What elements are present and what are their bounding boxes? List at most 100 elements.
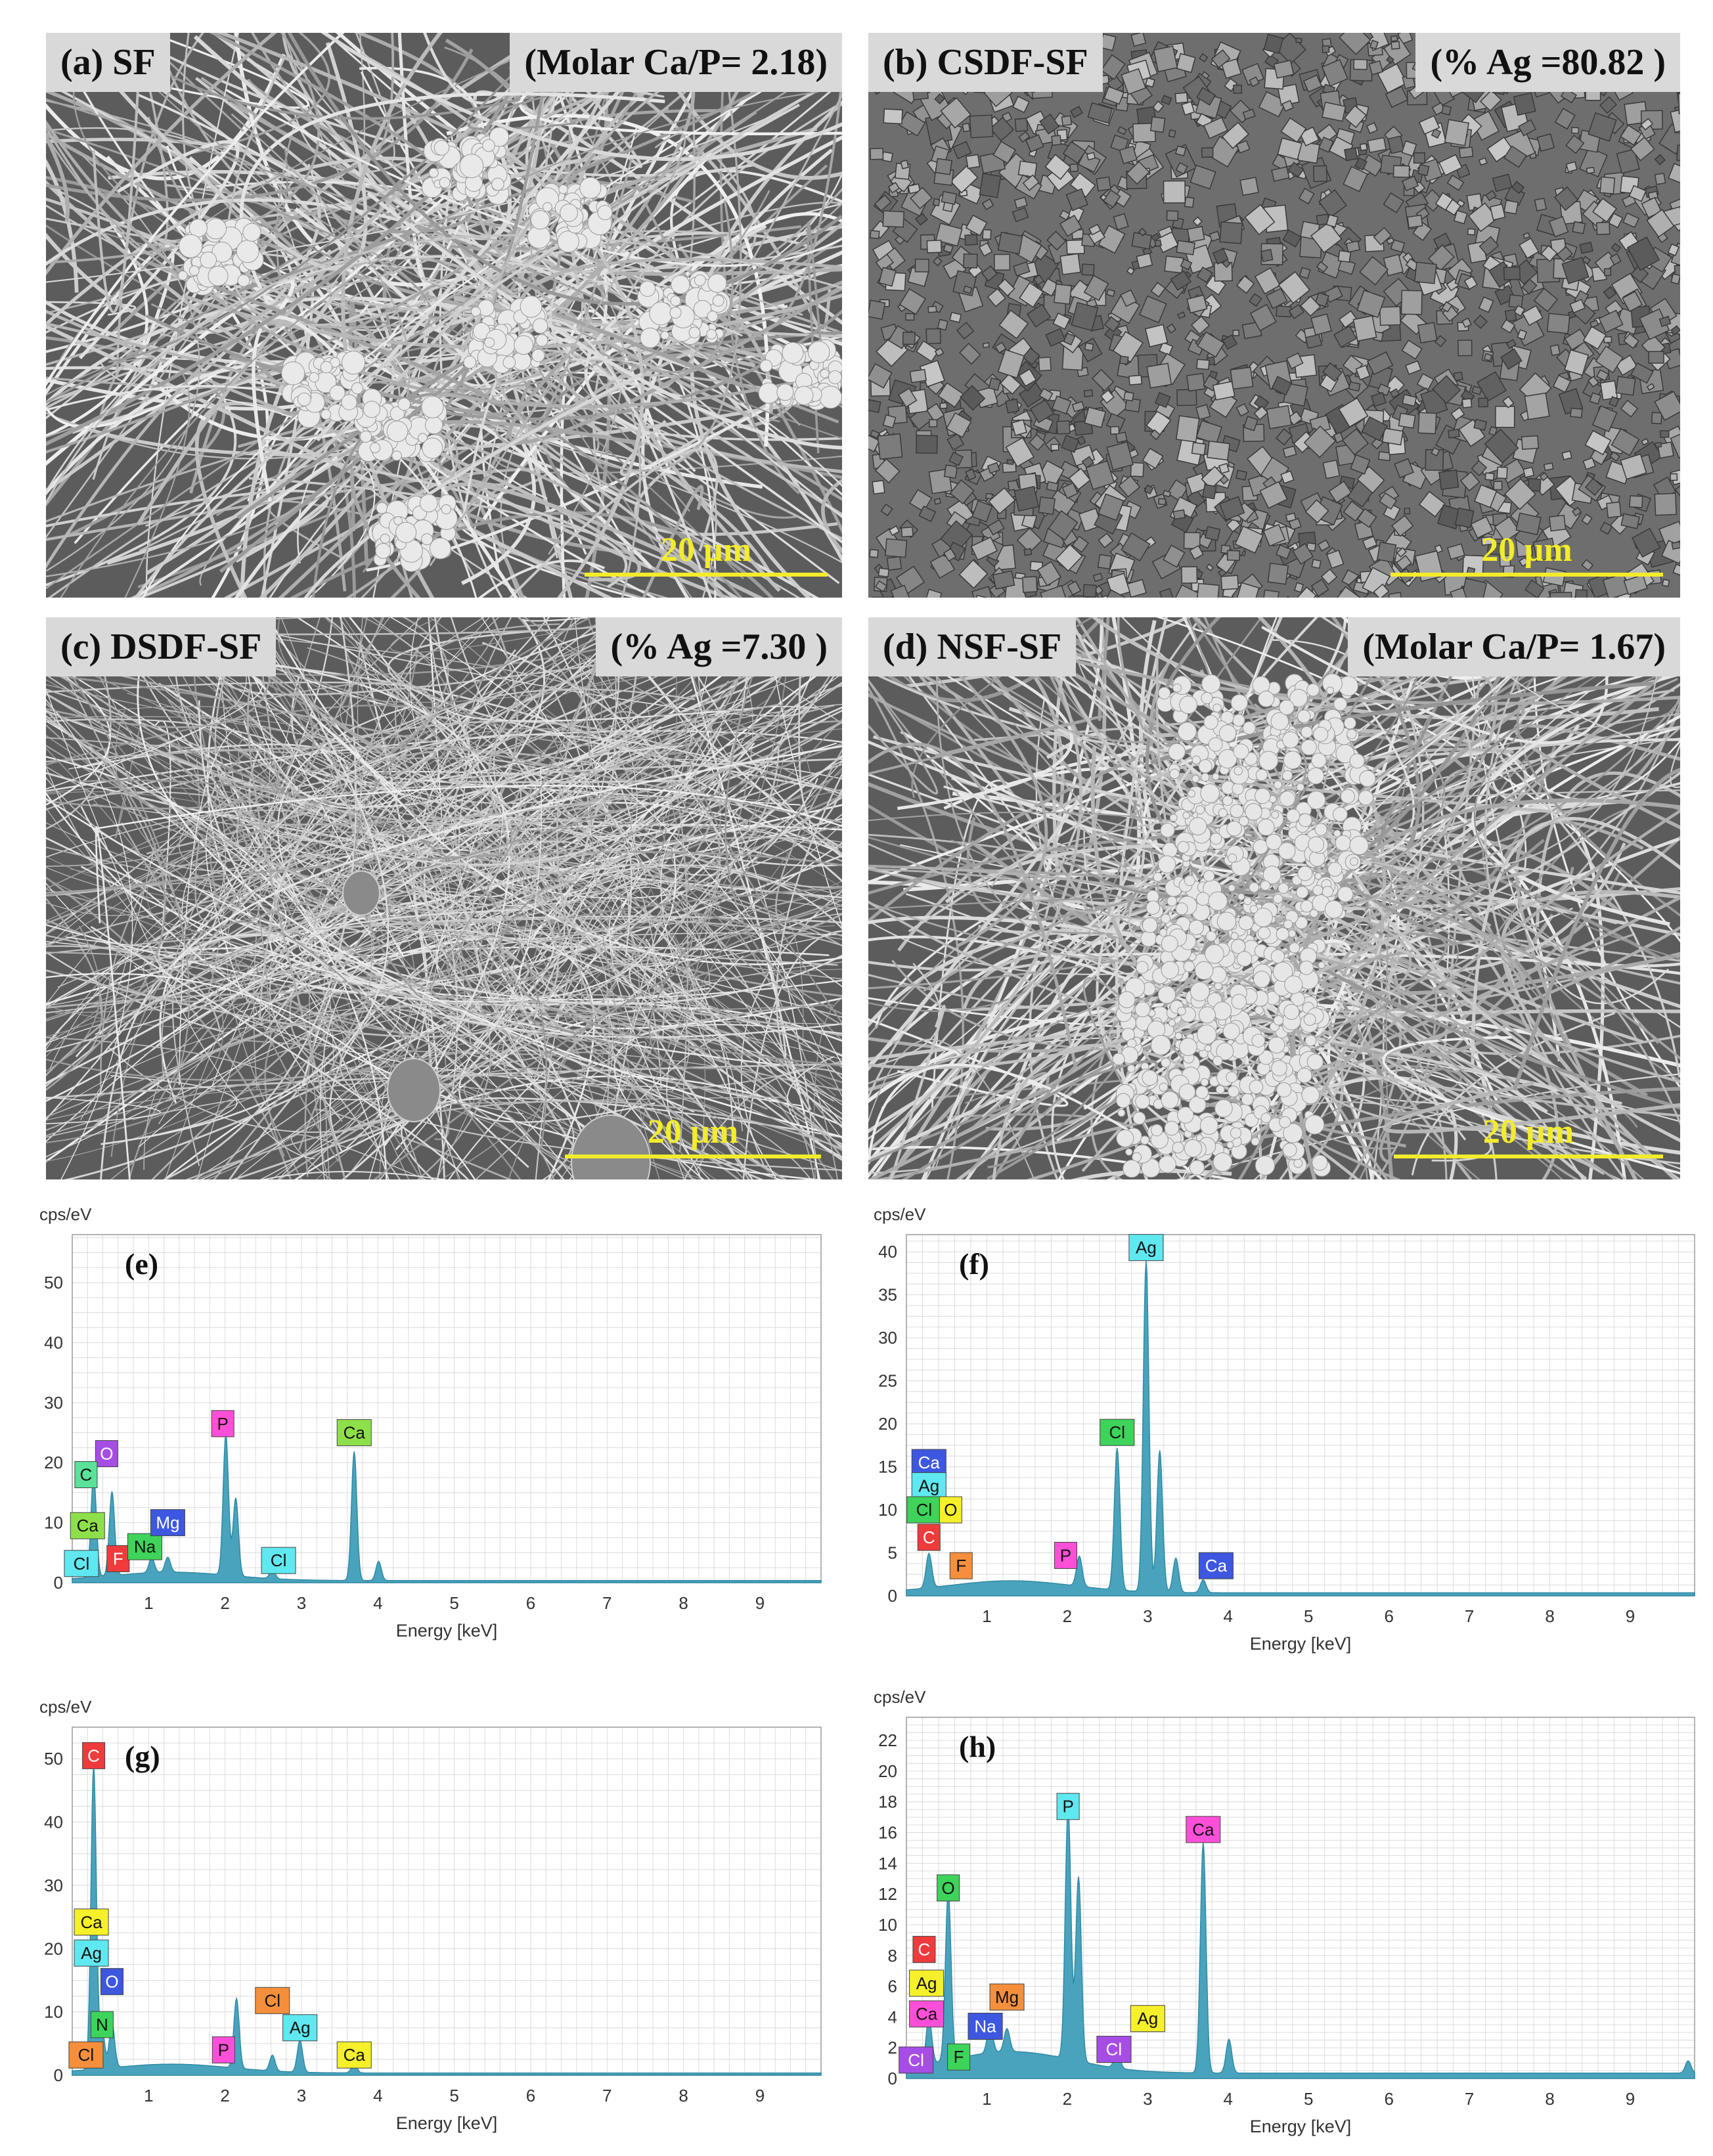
panel-label: (a) SF bbox=[46, 33, 170, 92]
element-label: C bbox=[917, 1524, 941, 1551]
plot-frame bbox=[906, 1717, 1695, 2079]
eds-chart-f: 1 2 3 4 5 6 7 8 9 0 5 10 15 20 25 30 35 40 cps/eV Energy [k… bbox=[854, 1195, 1701, 1668]
element-label: Cl bbox=[1096, 2036, 1132, 2063]
element-label-box bbox=[911, 1449, 946, 1476]
x-tick-label: 5 bbox=[449, 2086, 458, 2105]
y-tick-label: 15 bbox=[878, 1457, 897, 1477]
x-tick-label: 7 bbox=[602, 2086, 612, 2105]
y-tick-label: 10 bbox=[44, 2002, 63, 2022]
y-tick-label: 4 bbox=[888, 2007, 897, 2027]
x-tick-label: 4 bbox=[373, 1593, 382, 1613]
y-tick-label: 20 bbox=[878, 1414, 897, 1434]
element-label-text: Cl bbox=[1106, 2040, 1123, 2059]
y-tick-label: 30 bbox=[44, 1876, 63, 1895]
element-label-text: Cl bbox=[74, 1554, 90, 1573]
sem-panel-b: (b) CSDF-SF (% Ag =80.82 ) 20 µm bbox=[868, 33, 1680, 598]
element-label-box bbox=[1100, 1419, 1135, 1446]
element-label: Ag bbox=[74, 1939, 109, 1967]
element-label: Mg bbox=[989, 1983, 1025, 2011]
element-label-text: O bbox=[944, 1500, 957, 1520]
element-label-box bbox=[947, 2043, 971, 2071]
y-tick-label: 50 bbox=[44, 1273, 63, 1292]
x-tick-label: 3 bbox=[297, 2086, 306, 2105]
element-label: Ag bbox=[1128, 1234, 1164, 1262]
x-tick-label: 1 bbox=[144, 1593, 153, 1613]
y-tick-label: 0 bbox=[888, 1586, 897, 1606]
x-tick-label: 4 bbox=[373, 2086, 382, 2105]
element-label-box bbox=[1186, 1816, 1221, 1843]
element-label-text: Ca bbox=[918, 1453, 941, 1472]
element-label: F bbox=[947, 2043, 971, 2071]
x-tick-label: 1 bbox=[982, 1606, 991, 1626]
scale-bar bbox=[565, 1155, 821, 1158]
panel-letter: (e) bbox=[125, 1247, 158, 1281]
panel-letter: (h) bbox=[959, 1730, 996, 1763]
element-label-text: Cl bbox=[271, 1551, 287, 1570]
scale-bar bbox=[585, 573, 828, 577]
element-label-box bbox=[909, 2000, 945, 2028]
element-label-box bbox=[150, 1509, 185, 1537]
spectrum-area bbox=[72, 1765, 822, 2076]
element-label-box bbox=[899, 2046, 934, 2074]
element-label-text: Ag bbox=[1137, 2009, 1158, 2029]
element-label-text: Ca bbox=[80, 1912, 102, 1932]
element-label: Ag bbox=[282, 2014, 318, 2042]
element-label-box bbox=[211, 2036, 235, 2063]
element-label-box bbox=[64, 1550, 99, 1577]
element-label: N bbox=[90, 2011, 114, 2038]
y-axis-label: cps/eV bbox=[39, 1697, 92, 1717]
element-label: Ca bbox=[1198, 1552, 1234, 1579]
y-tick-label: 0 bbox=[888, 2069, 897, 2088]
element-label-box bbox=[917, 1524, 941, 1551]
y-tick-label: 35 bbox=[878, 1285, 897, 1305]
element-label-box bbox=[336, 1419, 372, 1447]
panel-letter: (f) bbox=[959, 1247, 989, 1281]
element-label-box bbox=[939, 1496, 962, 1524]
element-label: Cl bbox=[899, 2046, 934, 2074]
element-label-box bbox=[68, 2041, 104, 2069]
eds-chart-e: 1 2 3 4 5 6 7 8 9 0 10 20 30 40 50 cps/eV Energy [keV] (e… bbox=[20, 1195, 828, 1655]
eds-svg-g: 1 2 3 4 5 6 7 8 9 0 10 20 30 40 50 cps/eV Energy [keV] (g… bbox=[39, 1697, 822, 2133]
element-label: C bbox=[82, 1742, 106, 1769]
y-tick-label: 0 bbox=[54, 1573, 63, 1593]
y-tick-label: 6 bbox=[888, 1977, 897, 1996]
spectrum-area bbox=[72, 1434, 822, 1583]
element-label-box bbox=[336, 2041, 372, 2069]
y-tick-label: 40 bbox=[44, 1332, 63, 1352]
element-label-text: C bbox=[80, 1465, 93, 1485]
eds-svg-h: 1 2 3 4 5 6 7 8 90246810121416182022cps/eVEnergy… bbox=[874, 1687, 1695, 2136]
element-label: Na bbox=[127, 1533, 163, 1560]
element-label: O bbox=[100, 1968, 123, 1995]
element-label-text: N bbox=[96, 2015, 108, 2035]
x-tick-label: 7 bbox=[1465, 1606, 1474, 1626]
element-label-text: Cl bbox=[908, 2050, 924, 2070]
y-tick-label: 20 bbox=[878, 1761, 897, 1781]
x-tick-label: 8 bbox=[1545, 2089, 1554, 2109]
element-label-box bbox=[74, 1461, 98, 1489]
x-axis-label: Energy [keV] bbox=[1250, 1634, 1352, 1654]
element-label-box bbox=[989, 1983, 1025, 2011]
scale-text: 20 µm bbox=[647, 1113, 739, 1151]
x-tick-label: 8 bbox=[679, 1593, 688, 1613]
element-label-text: C bbox=[918, 1939, 931, 1959]
element-label: Ag bbox=[911, 1472, 946, 1499]
scale-text: 20 µm bbox=[660, 531, 752, 569]
element-label: Cl bbox=[1100, 1419, 1135, 1446]
element-label-box bbox=[1198, 1552, 1234, 1579]
element-label-text: O bbox=[105, 1971, 118, 1991]
scale-bar bbox=[1390, 573, 1663, 577]
element-label-text: O bbox=[100, 1444, 113, 1464]
y-tick-label: 50 bbox=[44, 1749, 63, 1769]
x-tick-label: 5 bbox=[1304, 2089, 1313, 2109]
element-label: Ca bbox=[1186, 1816, 1221, 1843]
element-label-text: C bbox=[87, 1746, 100, 1765]
panel-info: (Molar Ca/P= 2.18) bbox=[510, 33, 842, 92]
element-label: P bbox=[1056, 1793, 1080, 1820]
panel-info: (% Ag =80.82 ) bbox=[1415, 33, 1680, 92]
element-label-box bbox=[127, 1533, 163, 1560]
scale-bar bbox=[1394, 1155, 1663, 1158]
element-label-text: Ca bbox=[916, 2004, 938, 2024]
element-label-box bbox=[100, 1968, 123, 1995]
y-tick-label: 22 bbox=[878, 1730, 897, 1750]
element-label: Ca bbox=[336, 2041, 372, 2069]
